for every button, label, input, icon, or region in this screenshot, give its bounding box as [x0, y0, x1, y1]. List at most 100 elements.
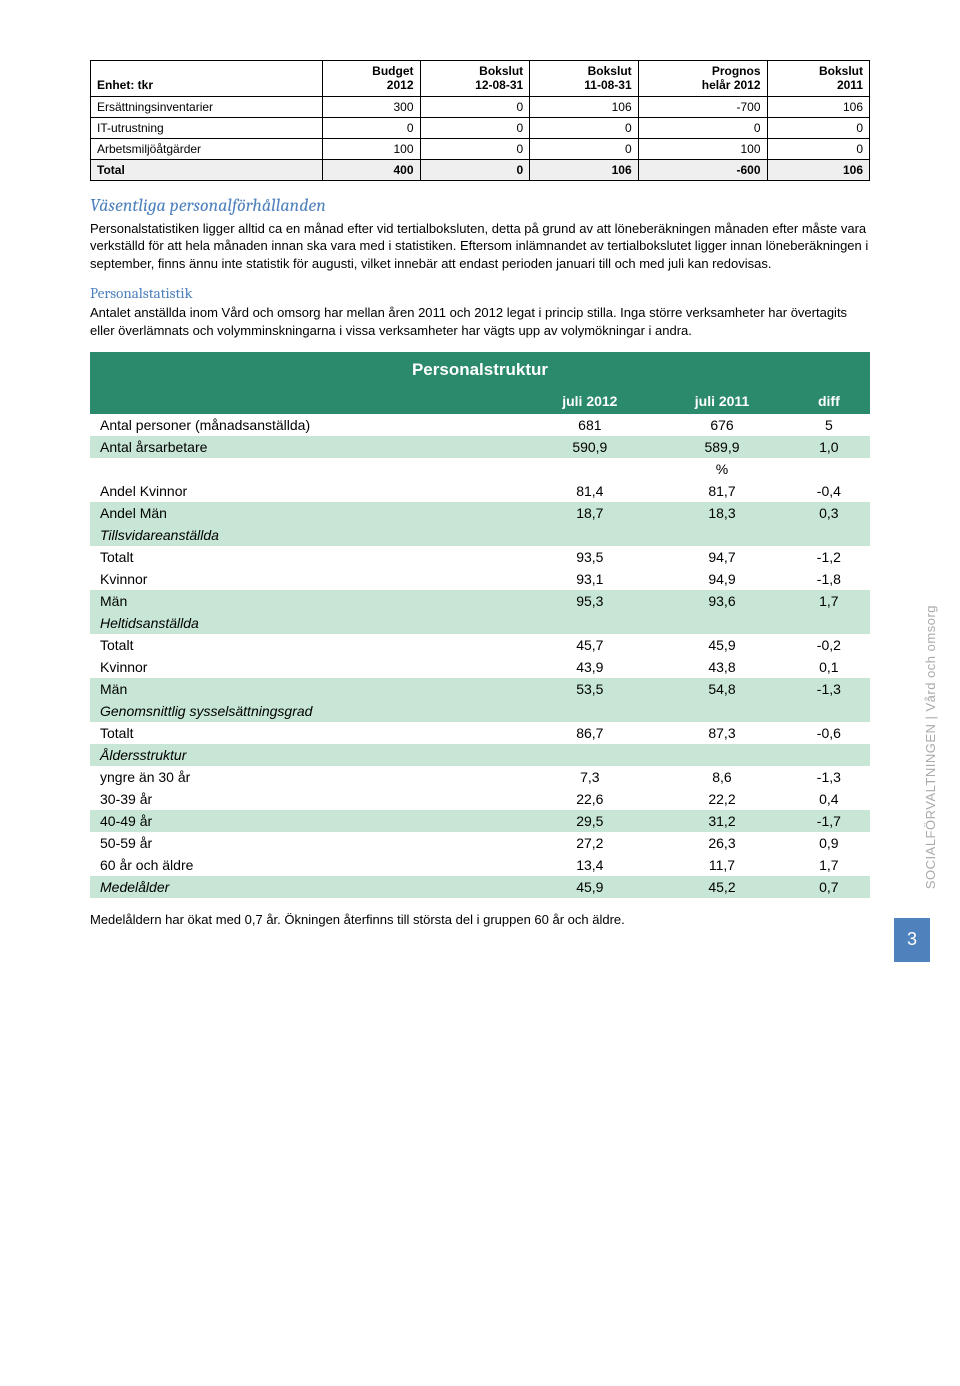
- table-cell: 0,7: [788, 876, 870, 898]
- table-cell: 27,2: [523, 832, 656, 854]
- table-cell: 22,6: [523, 788, 656, 810]
- table-row: %: [90, 458, 870, 480]
- table-cell: -1,8: [788, 568, 870, 590]
- table-cell: [656, 700, 787, 722]
- table-cell: [523, 612, 656, 634]
- table-cell: 681: [523, 414, 656, 436]
- table-cell: 0: [767, 138, 869, 159]
- table-cell: 0: [420, 159, 530, 180]
- table-cell: IT-utrustning: [91, 117, 323, 138]
- table-row: Män53,554,8-1,3: [90, 678, 870, 700]
- table-cell: 43,9: [523, 656, 656, 678]
- table-row: 50-59 år27,226,30,9: [90, 832, 870, 854]
- table-row: Arbetsmiljöåtgärder100001000: [91, 138, 870, 159]
- table-cell: 1,7: [788, 854, 870, 876]
- table-cell: 0,1: [788, 656, 870, 678]
- table-cell: 26,3: [656, 832, 787, 854]
- table-cell: 40-49 år: [90, 810, 523, 832]
- table-cell: 45,9: [656, 634, 787, 656]
- table-cell: 106: [530, 159, 638, 180]
- table-cell: Kvinnor: [90, 656, 523, 678]
- col-header: diff: [788, 388, 870, 414]
- table-cell: 8,6: [656, 766, 787, 788]
- table-row: Genomsnittlig sysselsättningsgrad: [90, 700, 870, 722]
- table-cell: 18,3: [656, 502, 787, 524]
- table-cell: Total: [91, 159, 323, 180]
- table-cell: 45,2: [656, 876, 787, 898]
- table-cell: 0: [767, 117, 869, 138]
- table-cell: 11,7: [656, 854, 787, 876]
- table-row: Ersättningsinventarier3000106-700106: [91, 96, 870, 117]
- table-cell: yngre än 30 år: [90, 766, 523, 788]
- col-header: juli 2011: [656, 388, 787, 414]
- section-heading: Väsentliga personalförhållanden: [90, 195, 870, 216]
- table-cell: 106: [767, 159, 869, 180]
- table-cell: 0: [530, 138, 638, 159]
- table-cell: -1,3: [788, 766, 870, 788]
- table-row: Kvinnor43,943,80,1: [90, 656, 870, 678]
- table-cell: Män: [90, 678, 523, 700]
- table-cell: -600: [638, 159, 767, 180]
- table-cell: 81,4: [523, 480, 656, 502]
- table-cell: [788, 458, 870, 480]
- table-row: Antal årsarbetare590,9589,91,0: [90, 436, 870, 458]
- table-row: Totalt93,594,7-1,2: [90, 546, 870, 568]
- table-row: Heltidsanställda: [90, 612, 870, 634]
- table-cell: [523, 744, 656, 766]
- table-cell: 106: [530, 96, 638, 117]
- col-header: Prognoshelår 2012: [638, 61, 767, 97]
- table-cell: [656, 744, 787, 766]
- table-title-row: Personalstruktur: [90, 352, 870, 388]
- table-row: 30-39 år22,622,20,4: [90, 788, 870, 810]
- table-cell: -0,2: [788, 634, 870, 656]
- table-total-row: Total4000106-600106: [91, 159, 870, 180]
- col-header: juli 2012: [523, 388, 656, 414]
- table-row: 40-49 år29,531,2-1,7: [90, 810, 870, 832]
- table-cell: Genomsnittlig sysselsättningsgrad: [90, 700, 523, 722]
- table-row: IT-utrustning00000: [91, 117, 870, 138]
- table-cell: 93,5: [523, 546, 656, 568]
- table-cell: 81,7: [656, 480, 787, 502]
- table-cell: 87,3: [656, 722, 787, 744]
- table-cell: 95,3: [523, 590, 656, 612]
- table-cell: -1,2: [788, 546, 870, 568]
- table-cell: 1,0: [788, 436, 870, 458]
- page-number: 3: [894, 918, 930, 962]
- table-cell: 0: [530, 117, 638, 138]
- document-page: Enhet: tkr Budget2012 Bokslut12-08-31 Bo…: [0, 0, 960, 980]
- table-cell: [90, 458, 523, 480]
- table-cell: Arbetsmiljöåtgärder: [91, 138, 323, 159]
- table-cell: 93,1: [523, 568, 656, 590]
- table-cell: 60 år och äldre: [90, 854, 523, 876]
- table-cell: Totalt: [90, 634, 523, 656]
- table-cell: Totalt: [90, 722, 523, 744]
- table-row: Tillsvidareanställda: [90, 524, 870, 546]
- table-cell: 0: [420, 138, 530, 159]
- table-cell: 1,7: [788, 590, 870, 612]
- table-cell: 0: [420, 117, 530, 138]
- col-header: Bokslut11-08-31: [530, 61, 638, 97]
- table-cell: 29,5: [523, 810, 656, 832]
- table-cell: -700: [638, 96, 767, 117]
- col-header: Bokslut2011: [767, 61, 869, 97]
- table-cell: [656, 524, 787, 546]
- table-cell: Medelålder: [90, 876, 523, 898]
- paragraph: Antalet anställda inom Vård och omsorg h…: [90, 304, 870, 339]
- table-cell: 7,3: [523, 766, 656, 788]
- table-cell: -0,6: [788, 722, 870, 744]
- table-cell: 13,4: [523, 854, 656, 876]
- table-row: Åldersstruktur: [90, 744, 870, 766]
- table-row: Antal personer (månadsanställda)6816765: [90, 414, 870, 436]
- table-cell: 22,2: [656, 788, 787, 810]
- table-cell: 676: [656, 414, 787, 436]
- section-heading: Personalstatistik: [90, 284, 870, 302]
- table-row: Män95,393,61,7: [90, 590, 870, 612]
- table-cell: 31,2: [656, 810, 787, 832]
- sidebar-label: SOCIALFÖRVALTNINGEN | Vård och omsorg: [923, 605, 938, 889]
- table-row: 60 år och äldre13,411,71,7: [90, 854, 870, 876]
- table-cell: 100: [638, 138, 767, 159]
- table-cell: Antal årsarbetare: [90, 436, 523, 458]
- personnel-structure-table: Personalstruktur juli 2012 juli 2011 dif…: [90, 352, 870, 898]
- table-cell: 106: [767, 96, 869, 117]
- table-row: Totalt45,745,9-0,2: [90, 634, 870, 656]
